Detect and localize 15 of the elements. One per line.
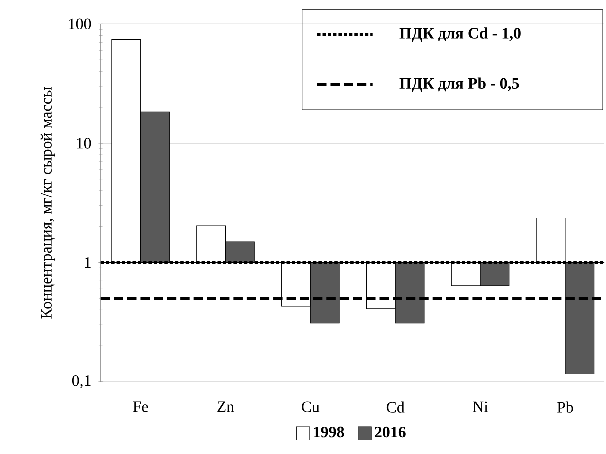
x-tick-label: Ni — [473, 402, 488, 412]
legend-label: ПДК для Cd - 1,0 — [400, 28, 521, 42]
y-axis-title: Концентрация, мг/кг сырой массы — [40, 87, 56, 319]
x-tick-label: Pb — [558, 402, 574, 414]
x-tick-label: Cu — [302, 402, 320, 413]
legend-label: ПДК для Pb - 0,5 — [400, 78, 520, 92]
y-tick-label: 100 — [69, 18, 92, 30]
x-tick-label: Cd — [386, 402, 405, 414]
y-tick-label: 0,1 — [72, 376, 91, 389]
legend-label: 1998 — [314, 427, 344, 438]
y-tick-label: 10 — [77, 138, 92, 149]
x-tick-label: Zn — [218, 402, 234, 412]
x-tick-label: Fe — [133, 402, 148, 412]
legend-label: 2016 — [375, 427, 406, 438]
y-tick-label: 1 — [85, 258, 91, 268]
